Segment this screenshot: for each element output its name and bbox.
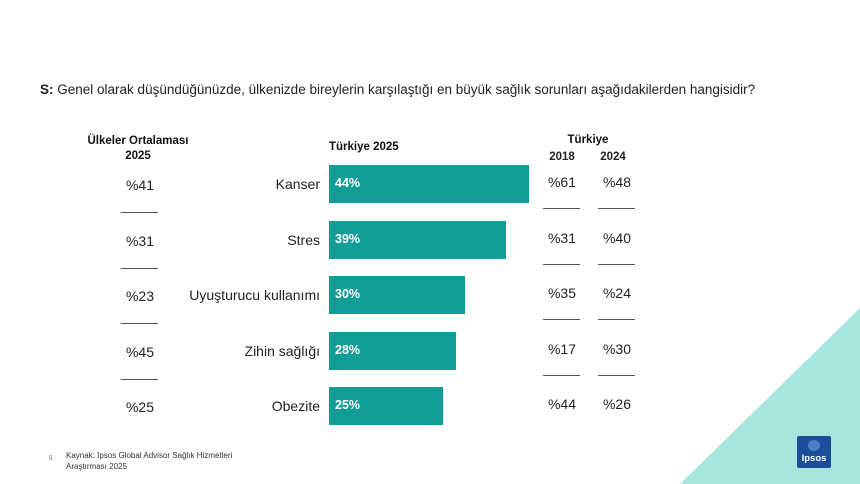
value-2024: %26 bbox=[602, 396, 632, 412]
page-number: 5 bbox=[49, 456, 53, 462]
logo-mark-icon bbox=[808, 440, 820, 451]
bar-data-label: 39% bbox=[335, 231, 361, 246]
value-2018: %61 bbox=[547, 174, 577, 190]
row-divider bbox=[121, 323, 158, 324]
avg-value: %41 bbox=[125, 177, 155, 193]
question-prefix: S: bbox=[40, 82, 54, 97]
row-divider bbox=[543, 319, 580, 320]
countries-average-header: Ülkeler Ortalaması 2025 bbox=[78, 134, 198, 164]
value-2018: %44 bbox=[547, 396, 577, 412]
bar-data-label: 44% bbox=[335, 176, 361, 190]
value-2018: %35 bbox=[547, 285, 577, 301]
bar bbox=[329, 220, 506, 259]
corner-triangle bbox=[680, 308, 860, 484]
value-2024: %24 bbox=[602, 285, 632, 301]
bar bbox=[329, 331, 456, 370]
question-text: Genel olarak düşündüğünüzde, ülkenizde b… bbox=[57, 82, 756, 97]
value-2018: %17 bbox=[547, 340, 577, 357]
bar bbox=[329, 387, 443, 425]
year-2018-header: 2018 bbox=[549, 151, 575, 163]
row-divider bbox=[598, 319, 635, 320]
row-divider bbox=[121, 378, 158, 380]
bar bbox=[329, 276, 465, 314]
category-label: Kanser bbox=[275, 176, 320, 192]
value-2024: %40 bbox=[602, 229, 632, 246]
source-note: Kaynak: Ipsos Global Advisor Sağlık Hizm… bbox=[66, 451, 233, 471]
row-divider bbox=[543, 263, 580, 265]
value-2024: %48 bbox=[602, 174, 632, 190]
bar-data-label: 28% bbox=[335, 342, 361, 357]
avg-value: %23 bbox=[125, 288, 155, 304]
countries-average-label: Ülkeler Ortalaması bbox=[87, 135, 189, 147]
avg-value: %45 bbox=[125, 343, 155, 360]
countries-average-year: 2025 bbox=[125, 150, 151, 162]
question: S: Genel olarak düşündüğünüzde, ülkenizd… bbox=[40, 82, 840, 97]
turkey-2025-header: Türkiye 2025 bbox=[329, 141, 399, 153]
row-divider bbox=[543, 374, 580, 376]
row-divider bbox=[543, 208, 580, 209]
row-divider bbox=[121, 212, 158, 213]
category-label: Zihin sağlığı bbox=[244, 342, 320, 359]
avg-value: %25 bbox=[125, 399, 155, 415]
year-2024-header: 2024 bbox=[600, 151, 626, 163]
value-2018: %31 bbox=[547, 229, 577, 246]
bar-data-label: 25% bbox=[335, 398, 361, 412]
turkey-header: Türkiye bbox=[567, 134, 609, 146]
category-label: Uyuşturucu kullanımı bbox=[189, 287, 320, 303]
row-divider bbox=[598, 208, 635, 209]
category-label: Stres bbox=[287, 231, 320, 248]
avg-value: %31 bbox=[125, 232, 155, 249]
row-divider bbox=[121, 267, 158, 269]
category-label: Obezite bbox=[271, 398, 320, 414]
ipsos-logo: Ipsos bbox=[797, 436, 831, 468]
value-2024: %30 bbox=[602, 340, 632, 357]
bar-data-label: 30% bbox=[335, 287, 361, 301]
row-divider bbox=[598, 263, 635, 265]
bar bbox=[329, 165, 529, 203]
logo-text: Ipsos bbox=[801, 453, 827, 464]
row-divider bbox=[598, 374, 635, 376]
